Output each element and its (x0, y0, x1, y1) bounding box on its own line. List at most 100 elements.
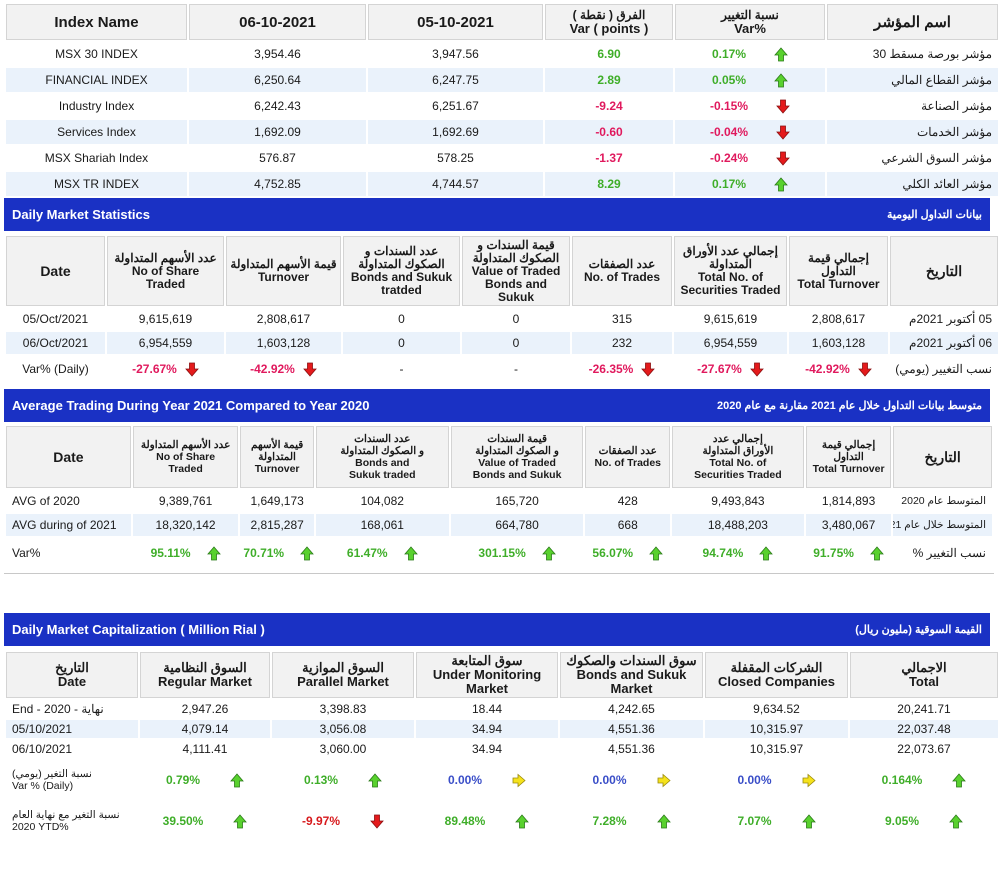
daily-bonds-count: 0 (343, 308, 460, 330)
index-var-points: -9.24 (545, 94, 673, 118)
avg-date-ar-value: المتوسط خلال عام 2021 (893, 519, 986, 532)
index-name-ar: مؤشر السوق الشرعي (827, 146, 998, 170)
index-value-d2-value: 1,692.69 (432, 125, 479, 140)
index-var-pct-value: 0.17% (711, 47, 747, 62)
daily-var-label-ar-value: نسب التغيير (يومي) (895, 362, 992, 377)
arrow-down-icon (776, 99, 790, 114)
index-name-ar: مؤشر الخدمات (827, 120, 998, 144)
cap-col-date: التاريخ Date (6, 652, 138, 698)
daily-stats-banner: Daily Market Statistics بيانات التداول ا… (4, 198, 990, 231)
daily-var-shares: -27.67% (107, 356, 224, 382)
daily-bonds-count-value: 0 (398, 336, 405, 351)
index-value-d2-value: 3,947.56 (432, 47, 479, 62)
avg-row: AVG during of 2021 18,320,142 2,815,287 168… (6, 514, 992, 536)
index-name-value: FINANCIAL INDEX (45, 73, 148, 88)
daily-var-bonds-value-value: - (514, 362, 518, 377)
index-value-d1-value: 4,752.85 (254, 177, 301, 192)
arrow-up-icon (656, 814, 671, 829)
daily-shares-value: 6,954,559 (138, 336, 193, 351)
cap-monitoring-value: 34.94 (471, 722, 503, 737)
cap-col-bonds: سوق السندات والصكوك Bonds and Sukuk Mark… (560, 652, 703, 698)
index-value-d1-value: 576.87 (259, 151, 296, 166)
avg-bonds-value: 165,720 (450, 490, 584, 512)
index-value-d2-value: 578.25 (437, 151, 474, 166)
daily-bonds-value: 0 (462, 332, 570, 354)
cap-regular: 4,111.41 (140, 740, 270, 758)
avg-col-ar-date: التاريخ (893, 426, 992, 488)
daily-col-total-turnover: إجمالي قيمة التداول Total Turnover (789, 236, 888, 306)
cap-bonds: 4,551.36 (560, 720, 703, 738)
index-value-d1-value: 6,250.64 (254, 73, 301, 88)
index-name-ar: مؤشر القطاع المالي (827, 68, 998, 92)
cap-parallel-value: 3,056.08 (319, 722, 367, 737)
daily-var-row: Var% (Daily) -27.67% -42.92% - - -26.35% -27.6… (6, 356, 998, 382)
cap-var-ytd-row: نسبة التغير مع نهاية العام 2020 YTD% 39.5… (6, 802, 998, 840)
cap-row: 06/10/2021 4,111.41 3,060.00 34.94 4,551.36 1… (6, 740, 998, 758)
market-cap-title: Daily Market Capitalization ( Million Ri… (12, 622, 265, 637)
avg-var-bonds-count-value: 61.47% (346, 546, 388, 561)
avg-trades-value: 668 (617, 518, 638, 533)
cap-var-ytd-parallel: -9.97% (272, 802, 414, 840)
daily-var-trades-value: -26.35% (588, 362, 634, 377)
cap-closed: 9,634.52 (705, 700, 848, 718)
avg-shares: 9,389,761 (132, 490, 239, 512)
daily-total-turnover-value: 2,808,617 (811, 312, 866, 327)
cap-var-ytd-total-value: 9.05% (884, 814, 920, 829)
index-row: Industry Index 6,242.43 6,251.67 -9.24 -0.15… (6, 94, 998, 118)
index-value-d2: 578.25 (368, 146, 543, 170)
daily-var-turnover-value: -42.92% (250, 362, 295, 377)
avg-bonds-count: 168,061 (315, 514, 449, 536)
avg-var-bonds-value: 301.15% (450, 538, 584, 568)
cap-bonds: 4,551.36 (560, 740, 703, 758)
daily-var-total-no: -27.67% (674, 356, 787, 382)
daily-total-no: 6,954,559 (674, 332, 787, 354)
avg-bonds-count-value: 104,082 (360, 494, 404, 509)
index-value-d1: 6,250.64 (189, 68, 366, 92)
arrow-up-icon (759, 546, 774, 561)
index-var-pct: 0.17% (675, 42, 825, 66)
index-name: MSX 30 INDEX (6, 42, 187, 66)
cap-var-daily-row: نسبة التغير (يومي) Var % (Daily) 0.79% 0.1… (6, 760, 998, 800)
cap-var-ytd-regular-value: 39.50% (162, 814, 204, 829)
avg-col-bonds-count: عدد السندات و الصكوك المتداولة Bonds and… (315, 426, 449, 488)
daily-total-turnover: 1,603,128 (789, 332, 888, 354)
col-var-pct: نسبة التغيير Var% (675, 4, 825, 40)
index-name: Services Index (6, 120, 187, 144)
cap-var-daily-total: 0.164% (850, 760, 998, 800)
cap-date-value: 06/10/2021 (12, 742, 73, 757)
cap-monitoring-value: 18.44 (471, 702, 503, 717)
daily-turnover-value: 2,808,617 (256, 312, 311, 327)
avg-turnover-value: 2,815,287 (250, 518, 304, 533)
index-var-points: 2.89 (545, 68, 673, 92)
daily-bonds-value-value: 0 (512, 336, 520, 351)
index-name-ar-value: مؤشر العائد الكلي (902, 177, 992, 192)
daily-total-no: 9,615,619 (674, 308, 787, 330)
daily-bonds-value: 0 (462, 308, 570, 330)
cap-monitoring: 34.94 (416, 720, 558, 738)
daily-col-date: Date (6, 236, 105, 306)
daily-total-no-value: 9,615,619 (703, 312, 758, 327)
daily-row: 06/Oct/2021 6,954,559 1,603,128 0 0 232 6,954,… (6, 332, 998, 354)
arrow-down-icon (302, 362, 317, 377)
cap-row: End - 2020 - نهاية 2,947.26 3,398.83 18.44 4… (6, 700, 998, 718)
cap-closed: 10,315.97 (705, 720, 848, 738)
avg-trades-value: 428 (617, 494, 638, 509)
index-name-ar-value: مؤشر السوق الشرعي (881, 151, 992, 166)
avg-col-trades: عدد الصفقات No. of Trades (585, 426, 670, 488)
index-name-value: MSX TR INDEX (53, 177, 140, 192)
cap-parallel-value: 3,060.00 (319, 742, 367, 757)
avg-var-total-no-value: 94.74% (702, 546, 744, 561)
daily-col-trades: عدد الصفقات No. of Trades (572, 236, 672, 306)
index-var-points-value: 2.89 (597, 73, 621, 88)
cap-bonds-value: 4,551.36 (608, 722, 655, 737)
index-value-d2: 1,692.69 (368, 120, 543, 144)
arrow-up-icon (952, 773, 967, 788)
avg-var-shares: 95.11% (132, 538, 239, 568)
avg-var-shares-value: 95.11% (150, 546, 191, 561)
cap-closed-value: 9,634.52 (753, 702, 800, 717)
arrow-up-icon (541, 546, 556, 561)
index-value-d1: 6,242.43 (189, 94, 366, 118)
index-var-pct-value: -0.15% (709, 99, 749, 114)
cap-bonds-value: 4,551.36 (608, 742, 655, 757)
cap-var-daily-label: نسبة التغير (يومي) Var % (Daily) (6, 760, 138, 800)
